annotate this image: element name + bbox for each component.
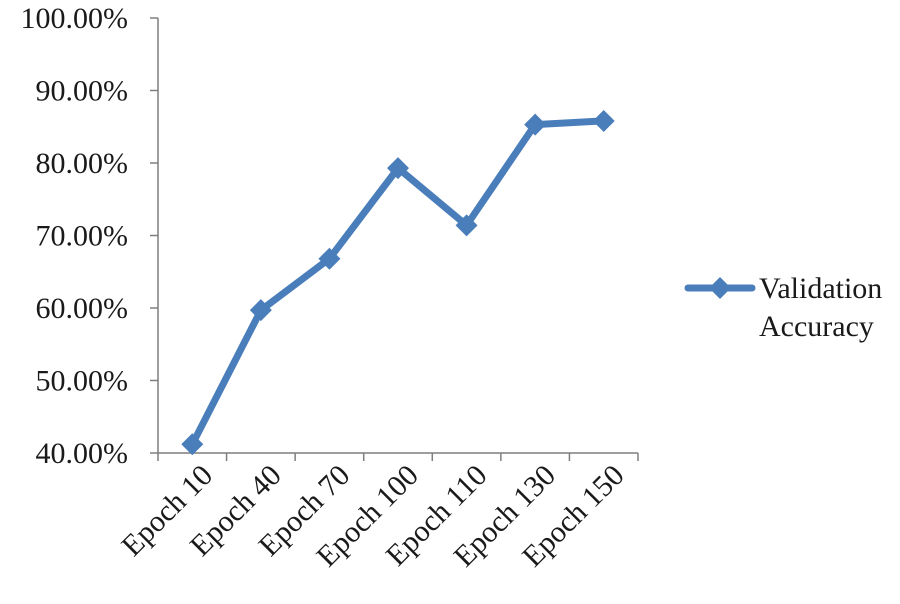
- legend-label-line: Validation: [759, 272, 882, 305]
- axes: [157, 18, 638, 454]
- y-tick-label: 60.00%: [36, 292, 129, 325]
- series-group: [181, 109, 615, 456]
- y-tick-label: 50.00%: [36, 365, 129, 398]
- y-tick-label: 80.00%: [36, 147, 129, 180]
- data-point-marker: [455, 214, 478, 237]
- legend-marker-swatch: [709, 277, 731, 299]
- legend-label-line: Accuracy: [759, 310, 874, 343]
- data-point-marker: [387, 157, 409, 180]
- data-point-marker: [524, 113, 547, 136]
- data-point-marker: [318, 247, 341, 270]
- data-point-marker: [181, 433, 204, 456]
- y-tick-label: 40.00%: [36, 437, 129, 470]
- y-tick-label: 90.00%: [36, 75, 129, 108]
- data-point-marker: [249, 299, 272, 322]
- data-point-marker: [592, 109, 615, 132]
- y-axis-ticks: 40.00% 50.00% 60.00% 70.00% 80.00% 90.00% 100.…: [21, 2, 158, 470]
- y-tick-label: 100.00%: [21, 2, 129, 35]
- y-tick-label: 70.00%: [36, 220, 129, 253]
- legend: Validation Accuracy: [684, 272, 882, 343]
- legend-label: Validation Accuracy: [759, 272, 882, 343]
